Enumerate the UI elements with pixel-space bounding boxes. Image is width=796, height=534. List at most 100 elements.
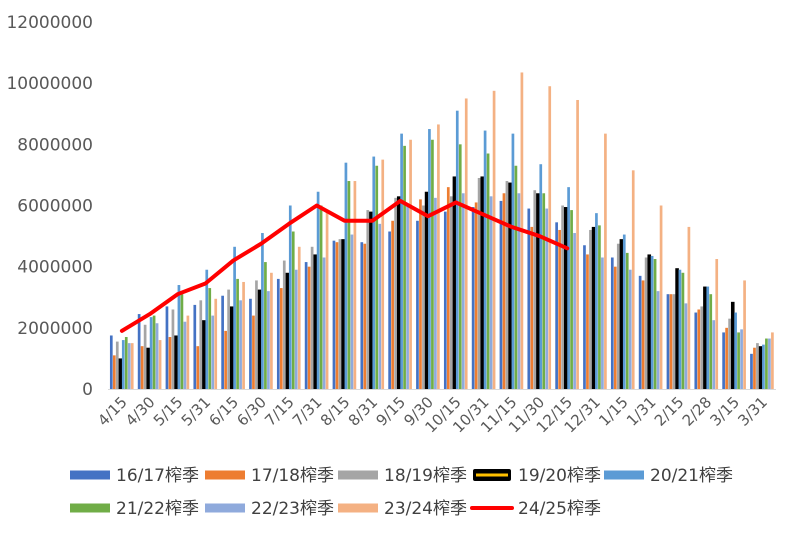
bar-22/23榨季 bbox=[239, 300, 242, 389]
bar-22/23榨季 bbox=[406, 203, 409, 389]
bar-23/24榨季 bbox=[743, 280, 746, 389]
bar-20/21榨季 bbox=[316, 191, 320, 389]
bar-21/22榨季 bbox=[681, 272, 685, 389]
bar-20/21榨季 bbox=[622, 234, 626, 389]
bar-19/20榨季 bbox=[285, 272, 290, 389]
bar-18/19榨季 bbox=[672, 294, 676, 389]
bar-18/19榨季 bbox=[338, 239, 342, 389]
bar-18/19榨季 bbox=[227, 289, 230, 389]
bar-16/17榨季 bbox=[137, 314, 141, 389]
bar-23/24榨季 bbox=[576, 99, 579, 390]
bar-19/20榨季 bbox=[257, 289, 262, 389]
bar-18/19榨季 bbox=[589, 229, 592, 389]
bar-18/19榨季 bbox=[282, 260, 286, 389]
legend-label: 24/25榨季 bbox=[518, 499, 601, 519]
bar-19/20榨季 bbox=[536, 193, 540, 389]
bar-23/24榨季 bbox=[214, 298, 218, 389]
bar-16/17榨季 bbox=[360, 242, 364, 389]
bar-21/22榨季 bbox=[737, 332, 740, 389]
bar-19/20榨季 bbox=[202, 320, 206, 389]
bar-16/17榨季 bbox=[443, 211, 447, 389]
bar-19/20榨季 bbox=[619, 239, 624, 389]
bar-22/23榨季 bbox=[545, 208, 549, 389]
bar-20/21榨季 bbox=[149, 317, 153, 389]
bar-22/23榨季 bbox=[211, 315, 215, 389]
bar-23/24榨季 bbox=[492, 90, 496, 389]
bar-16/17榨季 bbox=[332, 240, 336, 389]
bar-17/18榨季 bbox=[753, 347, 756, 389]
bar-19/20榨季 bbox=[313, 254, 318, 389]
legend-label: 18/19榨季 bbox=[384, 466, 467, 486]
bar-21/22榨季 bbox=[765, 338, 768, 389]
bar-17/18榨季 bbox=[224, 330, 227, 389]
bar-20/21榨季 bbox=[455, 110, 459, 389]
bar-19/20榨季 bbox=[146, 347, 151, 389]
bar-22/23榨季 bbox=[601, 257, 604, 389]
bar-21/22榨季 bbox=[403, 145, 406, 389]
bar-21/22榨季 bbox=[625, 252, 629, 389]
bar-20/21榨季 bbox=[511, 133, 515, 389]
bar-16/17榨季 bbox=[165, 306, 169, 389]
bar-21/22榨季 bbox=[124, 337, 128, 389]
bar-22/23榨季 bbox=[628, 269, 632, 389]
y-tick-label: 10000000 bbox=[6, 74, 93, 94]
legend-swatch bbox=[70, 470, 110, 480]
y-tick-label: 12000000 bbox=[6, 13, 93, 33]
bar-17/18榨季 bbox=[252, 315, 255, 389]
legend-swatch bbox=[604, 470, 644, 480]
bar-20/21榨季 bbox=[233, 246, 236, 389]
bar-16/17榨季 bbox=[276, 278, 280, 389]
bar-20/21榨季 bbox=[177, 285, 181, 389]
bar-20/21榨季 bbox=[372, 156, 376, 389]
bar-19/20榨季 bbox=[174, 335, 178, 389]
bar-16/17榨季 bbox=[471, 207, 475, 389]
bar-23/24榨季 bbox=[130, 343, 134, 390]
x-tick-label: 3/15 bbox=[707, 393, 744, 430]
bar-17/18榨季 bbox=[363, 243, 367, 389]
bar-23/24榨季 bbox=[771, 332, 774, 389]
bar-19/20榨季 bbox=[758, 346, 763, 389]
bar-22/23榨季 bbox=[350, 234, 354, 389]
x-tick-label: 7/31 bbox=[289, 393, 326, 430]
bar-21/22榨季 bbox=[598, 225, 601, 389]
bar-23/24榨季 bbox=[631, 170, 635, 389]
bar-18/19榨季 bbox=[394, 197, 397, 389]
x-axis: 4/154/305/155/316/156/307/157/318/158/31… bbox=[94, 389, 776, 436]
bar-23/24榨季 bbox=[353, 181, 357, 389]
y-tick-label: 0 bbox=[82, 380, 93, 400]
y-tick-label: 2000000 bbox=[17, 319, 93, 339]
line-24/25榨季 bbox=[119, 198, 570, 333]
legend-label: 17/18榨季 bbox=[251, 466, 334, 486]
legend-swatch bbox=[338, 503, 378, 513]
bar-18/19榨季 bbox=[756, 343, 759, 390]
bar-23/24榨季 bbox=[297, 246, 301, 389]
bar-22/23榨季 bbox=[656, 291, 660, 389]
x-tick-label: 5/15 bbox=[150, 393, 187, 430]
bar-16/17榨季 bbox=[193, 304, 197, 389]
bar-18/19榨季 bbox=[616, 243, 620, 389]
bar-19/20榨季 bbox=[508, 182, 512, 389]
bar-18/19榨季 bbox=[505, 181, 509, 389]
line-series-group bbox=[119, 198, 570, 333]
bar-17/18榨季 bbox=[474, 202, 478, 389]
bar-23/24榨季 bbox=[437, 124, 440, 389]
bar-23/24榨季 bbox=[242, 281, 245, 389]
bar-16/17榨季 bbox=[388, 231, 391, 389]
bar-19/20榨季 bbox=[675, 268, 679, 389]
bar-18/19榨季 bbox=[310, 246, 314, 389]
bar-21/22榨季 bbox=[236, 278, 239, 389]
bar-16/17榨季 bbox=[221, 295, 224, 389]
bar-23/24榨季 bbox=[687, 226, 691, 389]
bar-16/17榨季 bbox=[750, 353, 753, 389]
bar-19/20榨季 bbox=[369, 211, 373, 389]
bar-17/18榨季 bbox=[669, 294, 673, 389]
bar-20/21榨季 bbox=[400, 133, 403, 389]
bar-19/20榨季 bbox=[118, 358, 123, 389]
legend-swatch-accent bbox=[476, 473, 508, 477]
bar-22/23榨季 bbox=[322, 257, 326, 389]
bar-20/21榨季 bbox=[734, 312, 737, 389]
legend-label: 22/23榨季 bbox=[251, 499, 334, 519]
bar-18/19榨季 bbox=[422, 205, 425, 389]
bar-22/23榨季 bbox=[267, 291, 270, 389]
bar-23/24榨季 bbox=[464, 98, 468, 390]
